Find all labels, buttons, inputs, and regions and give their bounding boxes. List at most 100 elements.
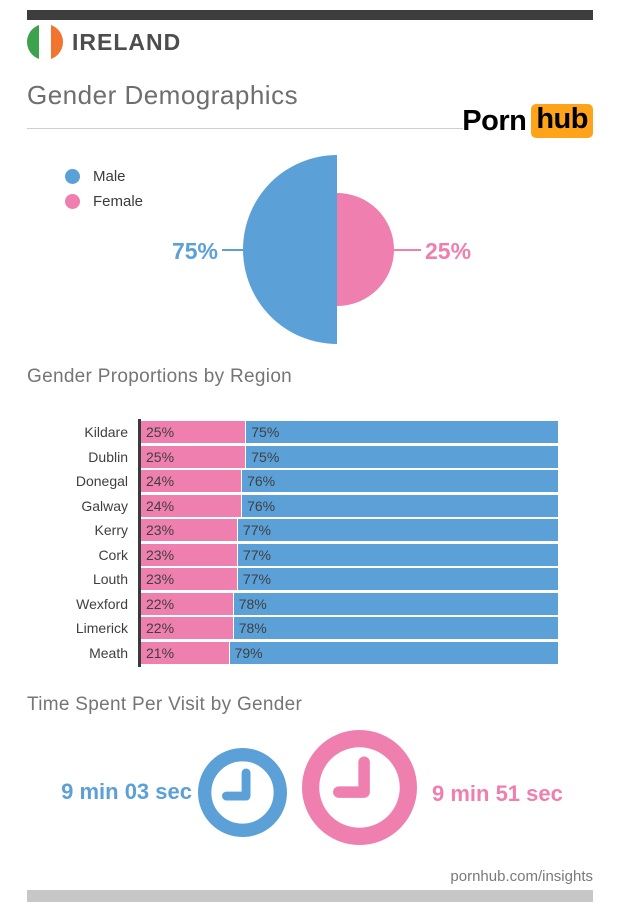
bar-row-wexford: Wexford 22% 78%: [27, 592, 558, 615]
bar-row-limerick: Limerick 22% 78%: [27, 617, 558, 639]
male-bar-segment: 75%: [245, 445, 558, 468]
region-bar-track: 23% 77%: [141, 568, 558, 590]
region-label: Louth: [92, 571, 128, 587]
title-divider: [27, 128, 463, 129]
male-bar-segment: 77%: [236, 568, 558, 590]
female-segment-value: 22%: [146, 595, 175, 612]
region-label: Kildare: [84, 424, 128, 440]
female-percentage-label: 25%: [425, 238, 472, 264]
male-time-value: 9 min 03 sec: [61, 779, 192, 804]
region-bar-track: 23% 77%: [141, 543, 558, 566]
bar-row-kildare: Kildare 25% 75%: [27, 421, 558, 443]
bar-row-cork: Cork 23% 77%: [27, 543, 558, 566]
male-legend-dot-icon: [65, 168, 80, 184]
country-header: IRELAND: [27, 24, 181, 60]
female-segment-value: 21%: [146, 644, 175, 661]
pornhub-logo-word2: hub: [531, 104, 593, 138]
female-segment-value: 23%: [146, 571, 175, 587]
male-segment-value: 78%: [238, 595, 267, 612]
region-label: Galway: [81, 497, 128, 514]
bar-row-donegal: Donegal 24% 76%: [27, 470, 558, 492]
bar-chart-axis-line: [138, 419, 141, 667]
region-bar-track: 22% 78%: [141, 617, 558, 639]
flag-stripe-white: [39, 24, 51, 60]
male-bar-segment: 76%: [241, 494, 558, 517]
female-bar-segment: 23%: [141, 543, 237, 566]
region-bar-track: 25% 75%: [141, 445, 558, 468]
male-segment-value: 77%: [242, 546, 271, 563]
footer-url: pornhub.com/insights: [450, 868, 593, 885]
region-label: Donegal: [75, 473, 128, 489]
male-segment-value: 76%: [247, 473, 276, 489]
female-callout-line: [394, 249, 421, 251]
page-title: Gender Demographics: [27, 80, 299, 110]
legend-label-female: Female: [93, 192, 144, 210]
legend-item-female: Female: [65, 192, 144, 210]
female-clock-icon: [302, 730, 417, 845]
female-bar-segment: 22%: [141, 617, 233, 639]
female-bar-segment: 21%: [141, 641, 229, 664]
male-bar-segment: 77%: [236, 543, 558, 566]
bar-row-galway: Galway 24% 76%: [27, 494, 558, 517]
region-bars: Kildare 25% 75% Dublin 25% 75% Donegal 24% 76% Ga…: [27, 421, 558, 664]
male-segment-value: 75%: [251, 424, 280, 440]
flag-stripe-orange: [51, 24, 63, 60]
female-bar-segment: 25%: [141, 421, 246, 443]
female-segment-value: 23%: [146, 522, 175, 538]
female-segment-value: 25%: [146, 424, 175, 440]
bar-row-kerry: Kerry 23% 77%: [27, 519, 558, 541]
legend-label-male: Male: [93, 167, 126, 185]
female-bar-segment: 22%: [141, 592, 233, 615]
female-segment-value: 23%: [146, 546, 175, 563]
female-time-value: 9 min 51 sec: [432, 781, 563, 806]
bar-row-dublin: Dublin 25% 75%: [27, 445, 558, 468]
bar-row-meath: Meath 21% 79%: [27, 641, 558, 664]
male-segment-value: 77%: [242, 522, 271, 538]
bar-row-louth: Louth 23% 77%: [27, 568, 558, 590]
male-segment-value: 76%: [247, 497, 276, 514]
legend-item-male: Male: [65, 167, 143, 185]
region-bar-track: 24% 76%: [141, 470, 558, 492]
pornhub-logo-word1: Porn: [462, 104, 527, 137]
region-bar-track: 24% 76%: [141, 494, 558, 517]
female-legend-dot-icon: [65, 193, 80, 209]
region-label: Meath: [89, 644, 128, 661]
male-bar-segment: 78%: [232, 592, 558, 615]
bottom-accent-bar: [27, 890, 593, 902]
pie-female-half-disc: [337, 193, 394, 306]
female-segment-value: 25%: [146, 448, 175, 465]
region-bar-track: 21% 79%: [141, 641, 558, 664]
male-bar-segment: 79%: [228, 641, 558, 664]
country-name: IRELAND: [72, 28, 182, 55]
region-label: Dublin: [88, 448, 128, 465]
region-label: Wexford: [76, 595, 128, 612]
male-bar-segment: 76%: [241, 470, 558, 492]
male-percentage-label: 75%: [171, 238, 218, 264]
region-bar-track: 25% 75%: [141, 421, 558, 443]
male-segment-value: 79%: [234, 644, 263, 661]
male-bar-segment: 75%: [245, 421, 558, 443]
male-bar-segment: 77%: [236, 519, 558, 541]
ireland-flag-icon: [27, 24, 63, 60]
top-accent-bar: [27, 10, 593, 20]
male-callout-line: [222, 249, 243, 251]
flag-stripe-green: [27, 24, 39, 60]
female-segment-value: 24%: [146, 473, 175, 489]
time-section-heading: Time Spent Per Visit by Gender: [27, 694, 303, 715]
region-label: Kerry: [94, 522, 128, 538]
male-segment-value: 78%: [238, 620, 267, 636]
female-bar-segment: 24%: [141, 494, 242, 517]
region-label: Cork: [98, 546, 128, 563]
female-segment-value: 22%: [146, 620, 175, 636]
female-bar-segment: 23%: [141, 568, 237, 590]
male-segment-value: 75%: [251, 448, 280, 465]
region-label: Limerick: [75, 620, 128, 636]
male-segment-value: 77%: [242, 571, 271, 587]
male-clock-icon: [198, 748, 287, 837]
female-segment-value: 24%: [146, 497, 175, 514]
female-bar-segment: 24%: [141, 470, 242, 492]
female-bar-segment: 23%: [141, 519, 237, 541]
female-bar-segment: 25%: [141, 445, 246, 468]
pie-male-half-disc: [243, 155, 337, 344]
